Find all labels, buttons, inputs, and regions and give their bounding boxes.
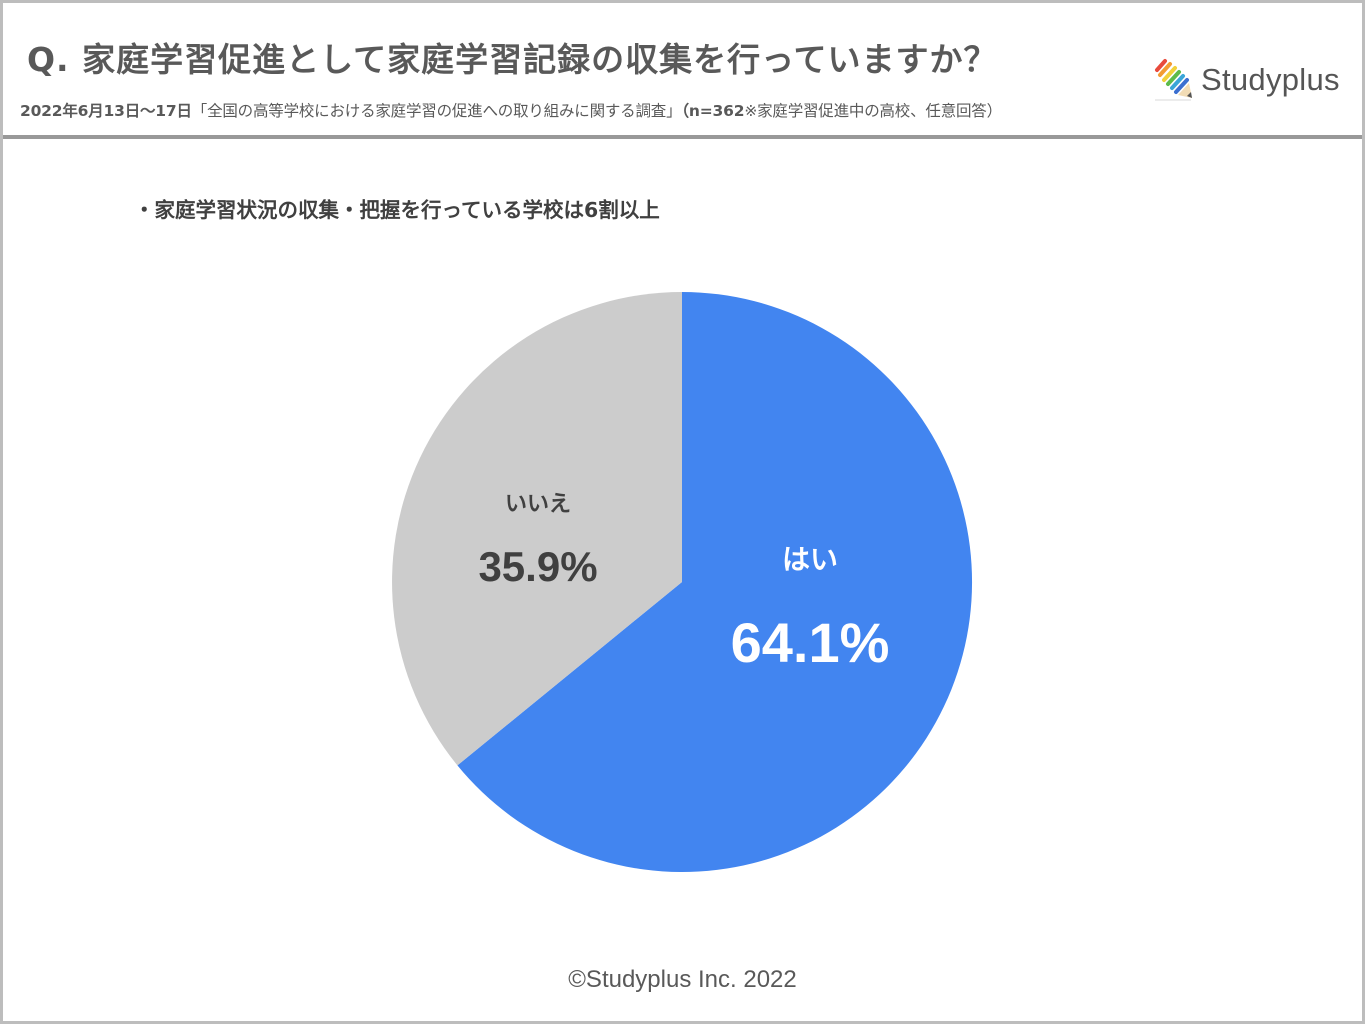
pencil-rainbow-icon <box>1155 59 1192 101</box>
survey-subtitle: 2022年6月13日～17日「全国の高等学校における家庭学習の促進への取り組みに… <box>20 99 1002 121</box>
logo-text: Studyplus <box>1201 62 1340 97</box>
slice-value-yes: 64.1% <box>730 611 890 674</box>
slice-label-no: いいえ <box>504 492 571 517</box>
pie-slice-no <box>392 292 682 766</box>
survey-date: 2022年6月13日～17日 <box>20 102 192 120</box>
survey-name: 「全国の高等学校における家庭学習の促進への取り組みに関する調査」 <box>191 102 682 120</box>
pie-slice-yes <box>457 291 973 872</box>
survey-note: ※家庭学習促進中の高校、任意回答） <box>744 102 1002 120</box>
slice-value-no: 35.9% <box>478 543 598 590</box>
sample-size: （n=362 <box>681 102 745 120</box>
chart-title: Q. 家庭学習促進として家庭学習記録の収集を行っていますか？ <box>27 40 998 79</box>
headline: ・家庭学習状況の収集・把握を行っている学校は6割以上 <box>134 198 660 222</box>
slice-label-yes: はい <box>781 543 838 576</box>
studyplus-logo: Studyplus <box>1151 55 1341 105</box>
copyright-footer: ©Studyplus Inc. 2022 <box>568 966 797 993</box>
header: Q. 家庭学習促進として家庭学習記録の収集を行っていますか？ 2022年6月13… <box>3 3 1362 139</box>
